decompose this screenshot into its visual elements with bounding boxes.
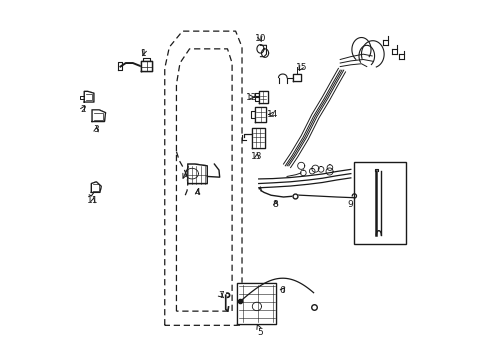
Text: 11: 11	[87, 197, 99, 206]
Polygon shape	[251, 127, 264, 148]
Text: 8: 8	[272, 200, 278, 209]
Polygon shape	[84, 91, 94, 102]
Text: 14: 14	[266, 110, 277, 119]
Text: 13: 13	[251, 153, 262, 162]
Polygon shape	[258, 91, 267, 103]
Text: 7: 7	[218, 291, 224, 300]
Bar	[354, 162, 405, 244]
Polygon shape	[141, 61, 152, 71]
Text: 9: 9	[346, 199, 352, 208]
Polygon shape	[187, 164, 207, 184]
Text: 15: 15	[295, 63, 306, 72]
Polygon shape	[293, 74, 301, 81]
Text: 4: 4	[195, 188, 200, 197]
Polygon shape	[237, 283, 276, 324]
Text: 10: 10	[254, 35, 265, 44]
Text: 12: 12	[245, 93, 257, 102]
Text: 1: 1	[141, 49, 146, 58]
Polygon shape	[91, 182, 101, 192]
Polygon shape	[92, 110, 105, 122]
Text: 5: 5	[256, 324, 263, 337]
Text: 3: 3	[93, 125, 99, 134]
Text: 6: 6	[279, 286, 285, 295]
Polygon shape	[255, 107, 266, 122]
Text: 2: 2	[80, 105, 85, 114]
